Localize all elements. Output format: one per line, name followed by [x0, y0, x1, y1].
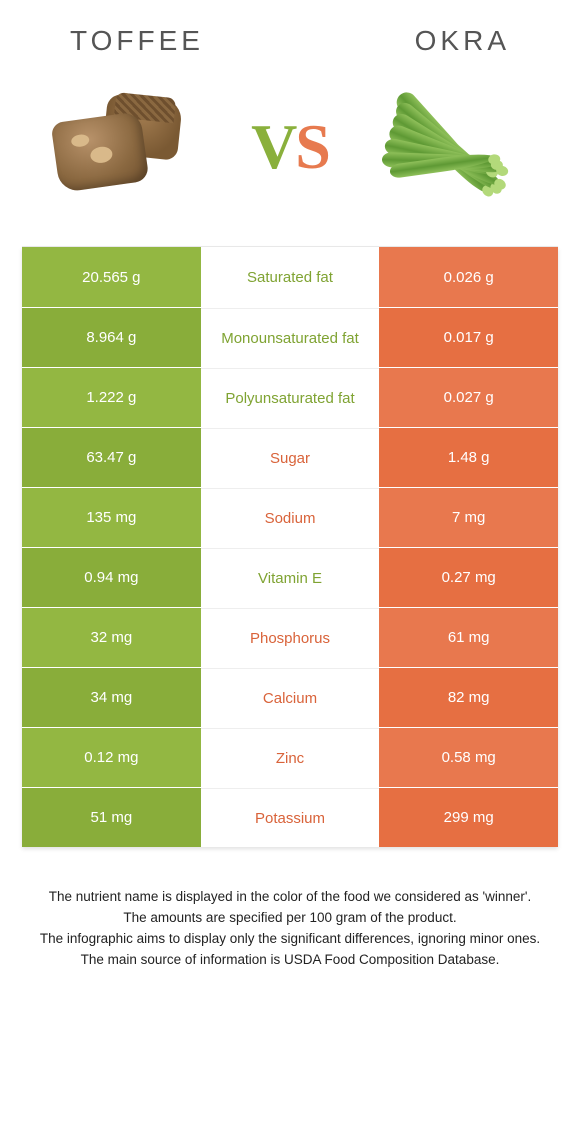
nutrient-label: Zinc [201, 728, 380, 787]
nutrient-label: Sugar [201, 428, 380, 487]
table-row: 135 mgSodium7 mg [22, 487, 558, 547]
table-row: 8.964 gMonounsaturated fat0.017 g [22, 307, 558, 367]
food-title-left: Toffee [70, 25, 204, 57]
footer-notes: The nutrient name is displayed in the co… [0, 847, 580, 971]
value-left: 0.94 mg [22, 548, 201, 607]
value-right: 7 mg [379, 488, 558, 547]
table-row: 0.94 mgVitamin E0.27 mg [22, 547, 558, 607]
toffee-image [40, 77, 210, 217]
value-right: 82 mg [379, 668, 558, 727]
footer-line: The nutrient name is displayed in the co… [20, 887, 560, 908]
table-row: 1.222 gPolyunsaturated fat0.027 g [22, 367, 558, 427]
value-right: 0.026 g [379, 247, 558, 307]
value-left: 0.12 mg [22, 728, 201, 787]
value-right: 0.017 g [379, 308, 558, 367]
footer-line: The main source of information is USDA F… [20, 950, 560, 971]
table-row: 32 mgPhosphorus61 mg [22, 607, 558, 667]
table-row: 0.12 mgZinc0.58 mg [22, 727, 558, 787]
value-left: 20.565 g [22, 247, 201, 307]
nutrient-label: Saturated fat [201, 247, 380, 307]
nutrient-label: Potassium [201, 788, 380, 847]
value-left: 63.47 g [22, 428, 201, 487]
nutrient-label: Polyunsaturated fat [201, 368, 380, 427]
table-row: 51 mgPotassium299 mg [22, 787, 558, 847]
value-left: 1.222 g [22, 368, 201, 427]
nutrient-table: 20.565 gSaturated fat0.026 g8.964 gMonou… [22, 247, 558, 847]
value-right: 0.58 mg [379, 728, 558, 787]
vs-v: V [251, 111, 295, 182]
value-right: 0.27 mg [379, 548, 558, 607]
nutrient-label: Vitamin E [201, 548, 380, 607]
okra-image [370, 77, 540, 217]
header: Toffee Okra [0, 0, 580, 67]
nutrient-label: Monounsaturated fat [201, 308, 380, 367]
value-left: 51 mg [22, 788, 201, 847]
footer-line: The infographic aims to display only the… [20, 929, 560, 950]
nutrient-label: Calcium [201, 668, 380, 727]
value-right: 61 mg [379, 608, 558, 667]
value-right: 299 mg [379, 788, 558, 847]
table-row: 34 mgCalcium82 mg [22, 667, 558, 727]
value-left: 135 mg [22, 488, 201, 547]
value-right: 1.48 g [379, 428, 558, 487]
table-row: 63.47 gSugar1.48 g [22, 427, 558, 487]
value-left: 8.964 g [22, 308, 201, 367]
table-row: 20.565 gSaturated fat0.026 g [22, 247, 558, 307]
vs-label: VS [251, 110, 329, 184]
footer-line: The amounts are specified per 100 gram o… [20, 908, 560, 929]
value-left: 32 mg [22, 608, 201, 667]
image-row: VS [0, 67, 580, 247]
vs-s: S [295, 111, 329, 182]
value-right: 0.027 g [379, 368, 558, 427]
value-left: 34 mg [22, 668, 201, 727]
food-title-right: Okra [415, 25, 510, 57]
nutrient-label: Phosphorus [201, 608, 380, 667]
nutrient-label: Sodium [201, 488, 380, 547]
